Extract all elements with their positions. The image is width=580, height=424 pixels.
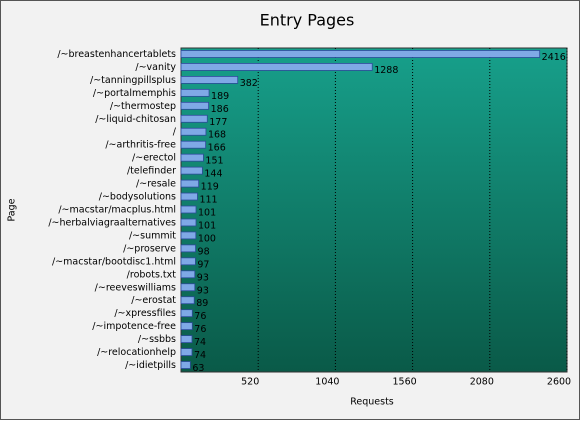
value-label: 189 — [211, 91, 229, 102]
value-label: 101 — [198, 208, 216, 219]
value-label: 74 — [194, 337, 206, 348]
y-tick-label: /~arthritis-free — [105, 140, 176, 151]
x-tick-label: 520 — [241, 377, 259, 388]
value-label: 119 — [201, 182, 219, 193]
bar — [180, 50, 541, 58]
y-tick-label: /~thermostep — [110, 101, 176, 112]
value-label: 76 — [194, 324, 206, 335]
x-tick-label: 2080 — [470, 377, 494, 388]
x-tick-label: 1040 — [315, 377, 339, 388]
y-tick-label: /~reeveswilliams — [95, 282, 176, 293]
y-tick-label: /~breastenhancertablets — [57, 49, 176, 60]
value-label: 177 — [209, 117, 227, 128]
value-label: 93 — [197, 285, 209, 296]
y-tick-label: /~summit — [129, 230, 176, 241]
y-tick-label: /telefinder — [127, 166, 176, 177]
bar — [180, 153, 204, 162]
value-label: 63 — [192, 363, 204, 374]
value-label: 151 — [205, 156, 223, 167]
bar — [180, 348, 193, 356]
bar — [180, 166, 203, 175]
bar — [180, 244, 196, 253]
y-tick-label: /~ssbbs — [138, 334, 176, 345]
bar — [180, 101, 210, 110]
x-tick-label: 1560 — [393, 377, 417, 388]
value-label: 98 — [198, 246, 210, 257]
value-label: 186 — [211, 104, 229, 115]
value-label: 111 — [199, 195, 217, 206]
bar — [180, 231, 197, 240]
plot-area — [180, 47, 568, 373]
bar — [180, 218, 197, 227]
y-tick-label: /robots.txt — [127, 269, 177, 280]
y-tick-label: /~impotence-free — [92, 321, 176, 332]
bar — [180, 322, 193, 331]
y-tick-label: /~tanningpillsplus — [90, 75, 176, 86]
y-tick-label: /~erostat — [131, 295, 176, 306]
bar — [180, 361, 191, 369]
y-tick-label: /~erectol — [132, 153, 176, 164]
bar — [180, 88, 210, 97]
value-label: 76 — [194, 311, 206, 322]
y-tick-label: /~xpressfiles — [114, 308, 176, 319]
bar — [180, 309, 193, 318]
bar — [180, 76, 239, 84]
y-tick-label: /~macstar/macplus.html — [58, 205, 176, 216]
value-label: 166 — [208, 143, 226, 154]
y-tick-label: /~herbalviagraalternatives — [48, 217, 176, 228]
bar — [180, 63, 373, 71]
bar — [180, 257, 196, 266]
bar — [180, 127, 207, 136]
y-tick-label: /~relocationhelp — [97, 347, 176, 358]
value-label: 74 — [194, 350, 206, 361]
value-label: 382 — [240, 78, 258, 89]
value-label: 168 — [208, 130, 226, 141]
y-tick-label: / — [173, 127, 177, 138]
chart-title: Entry Pages — [260, 11, 355, 30]
x-tick-label: 2600 — [547, 377, 571, 388]
bar — [180, 179, 200, 188]
value-label: 2416 — [542, 52, 566, 63]
y-tick-label: /~portalmemphis — [93, 88, 176, 99]
value-label: 144 — [204, 169, 222, 180]
y-tick-label: /~vanity — [135, 62, 176, 73]
y-tick-label: /~bodysolutions — [99, 192, 176, 203]
bar — [180, 283, 196, 292]
bar — [180, 335, 193, 344]
y-tick-label: /~proserve — [123, 243, 176, 254]
bar — [180, 192, 198, 201]
value-label: 97 — [197, 259, 209, 270]
y-tick-label: /~idietpills — [125, 360, 176, 371]
value-label: 89 — [196, 298, 208, 309]
y-axis-label: Page — [7, 198, 18, 221]
value-label: 1288 — [374, 65, 398, 76]
value-label: 93 — [197, 272, 209, 283]
bar — [180, 114, 208, 123]
bar — [180, 270, 196, 279]
y-tick-label: /~macstar/bootdisc1.html — [52, 256, 176, 267]
bar — [180, 296, 195, 305]
bar — [180, 205, 197, 214]
value-label: 100 — [198, 233, 216, 244]
y-tick-label: /~resale — [136, 179, 176, 190]
bar — [180, 140, 207, 149]
value-label: 101 — [198, 220, 216, 231]
y-tick-label: /~liquid-chitosan — [95, 114, 176, 125]
x-axis-label: Requests — [350, 397, 394, 408]
